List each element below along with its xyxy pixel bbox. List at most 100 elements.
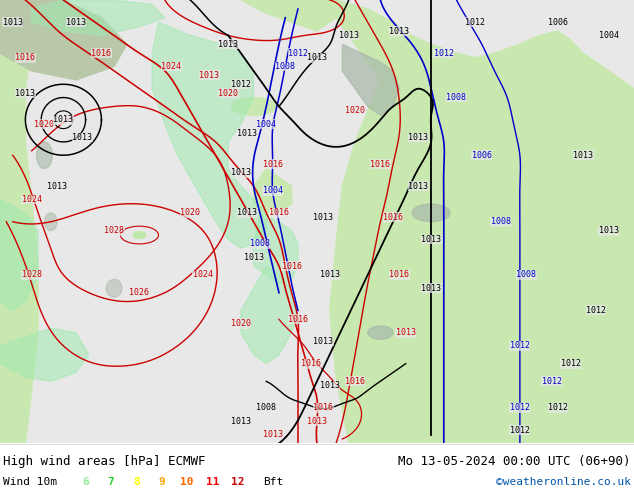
Ellipse shape	[368, 326, 393, 339]
Text: 1004: 1004	[256, 120, 276, 129]
Text: 1016: 1016	[15, 53, 36, 62]
Text: 1020: 1020	[345, 106, 365, 115]
Text: 1016: 1016	[269, 208, 289, 218]
Text: 1016: 1016	[345, 377, 365, 386]
Text: 1016: 1016	[288, 315, 308, 324]
Ellipse shape	[36, 142, 52, 169]
Text: 1013: 1013	[421, 235, 441, 244]
Text: 1013: 1013	[307, 417, 327, 426]
Polygon shape	[241, 0, 336, 31]
Text: 1012: 1012	[560, 359, 581, 368]
Text: 1008: 1008	[256, 403, 276, 413]
Text: 1016: 1016	[383, 213, 403, 222]
Text: 1013: 1013	[320, 270, 340, 279]
Text: 1013: 1013	[573, 151, 593, 160]
Text: High wind areas [hPa] ECMWF: High wind areas [hPa] ECMWF	[3, 455, 205, 468]
Text: 10: 10	[180, 477, 194, 487]
Text: 1013: 1013	[237, 208, 257, 218]
Text: 1008: 1008	[275, 62, 295, 71]
Text: 1012: 1012	[510, 342, 530, 350]
Text: 1013: 1013	[47, 182, 67, 191]
Text: 1013: 1013	[199, 71, 219, 80]
Text: 1013: 1013	[320, 381, 340, 391]
Text: 1013: 1013	[408, 182, 429, 191]
Text: 1012: 1012	[231, 80, 251, 89]
Text: 1016: 1016	[262, 160, 283, 169]
Text: 1026: 1026	[129, 288, 150, 297]
Text: 1013: 1013	[313, 337, 333, 346]
Text: 1020: 1020	[180, 208, 200, 218]
Text: 1013: 1013	[243, 253, 264, 262]
Text: 1016: 1016	[281, 262, 302, 270]
Text: 1013: 1013	[237, 128, 257, 138]
Text: 1012: 1012	[548, 403, 568, 413]
Text: 1013: 1013	[72, 133, 93, 142]
Ellipse shape	[231, 98, 276, 115]
Polygon shape	[0, 328, 89, 381]
Polygon shape	[241, 266, 298, 364]
Text: 1013: 1013	[231, 417, 251, 426]
Text: 1008: 1008	[516, 270, 536, 279]
Text: 1012: 1012	[434, 49, 454, 58]
Text: 1013: 1013	[15, 89, 36, 98]
Polygon shape	[152, 22, 266, 248]
Text: 1024: 1024	[193, 270, 213, 279]
Text: 1028: 1028	[22, 270, 42, 279]
Polygon shape	[254, 169, 292, 213]
Text: 12: 12	[231, 477, 245, 487]
Text: 1013: 1013	[421, 284, 441, 293]
Polygon shape	[0, 0, 38, 443]
Text: 1006: 1006	[472, 151, 492, 160]
Text: 6: 6	[82, 477, 89, 487]
Text: 8: 8	[133, 477, 139, 487]
Polygon shape	[349, 390, 634, 443]
Ellipse shape	[106, 279, 122, 297]
Text: 1013: 1013	[408, 133, 429, 142]
Text: 7: 7	[108, 477, 114, 487]
Text: 1024: 1024	[22, 195, 42, 204]
Text: 1013: 1013	[53, 115, 74, 124]
Ellipse shape	[412, 204, 450, 222]
Text: 9: 9	[158, 477, 165, 487]
Text: 1016: 1016	[370, 160, 391, 169]
Text: 1013: 1013	[3, 18, 23, 26]
Ellipse shape	[133, 232, 146, 238]
Text: Mo 13-05-2024 00:00 UTC (06+90): Mo 13-05-2024 00:00 UTC (06+90)	[398, 455, 631, 468]
Text: 1012: 1012	[465, 18, 486, 26]
Text: 1008: 1008	[446, 93, 467, 102]
Polygon shape	[254, 213, 298, 284]
Text: 1012: 1012	[541, 377, 562, 386]
Text: 1016: 1016	[313, 403, 333, 413]
Polygon shape	[330, 0, 634, 443]
Text: 1016: 1016	[301, 359, 321, 368]
Text: Bft: Bft	[263, 477, 283, 487]
Text: 1013: 1013	[66, 18, 86, 26]
Polygon shape	[0, 199, 38, 311]
Text: 1024: 1024	[161, 62, 181, 71]
Text: 1013: 1013	[313, 213, 333, 222]
Polygon shape	[342, 44, 399, 115]
Text: 1020: 1020	[231, 319, 251, 328]
Text: 11: 11	[205, 477, 219, 487]
Text: 1012: 1012	[510, 426, 530, 435]
Text: 1016: 1016	[91, 49, 112, 58]
Text: 1008: 1008	[491, 217, 511, 226]
Text: 1013: 1013	[218, 40, 238, 49]
Text: 1008: 1008	[250, 240, 270, 248]
Text: 1012: 1012	[288, 49, 308, 58]
Text: 1012: 1012	[586, 306, 606, 315]
Text: 1006: 1006	[548, 18, 568, 26]
Text: 1013: 1013	[307, 53, 327, 62]
Text: 1004: 1004	[598, 31, 619, 40]
Text: 1020: 1020	[218, 89, 238, 98]
Text: 1013: 1013	[231, 169, 251, 177]
Text: Wind 10m: Wind 10m	[3, 477, 57, 487]
Polygon shape	[32, 0, 165, 35]
Text: 1012: 1012	[510, 403, 530, 413]
Polygon shape	[0, 0, 127, 80]
Text: 1016: 1016	[389, 270, 410, 279]
Text: 1013: 1013	[262, 430, 283, 439]
Text: 1013: 1013	[396, 328, 416, 337]
Text: ©weatheronline.co.uk: ©weatheronline.co.uk	[496, 477, 631, 487]
Text: 1013: 1013	[389, 26, 410, 36]
